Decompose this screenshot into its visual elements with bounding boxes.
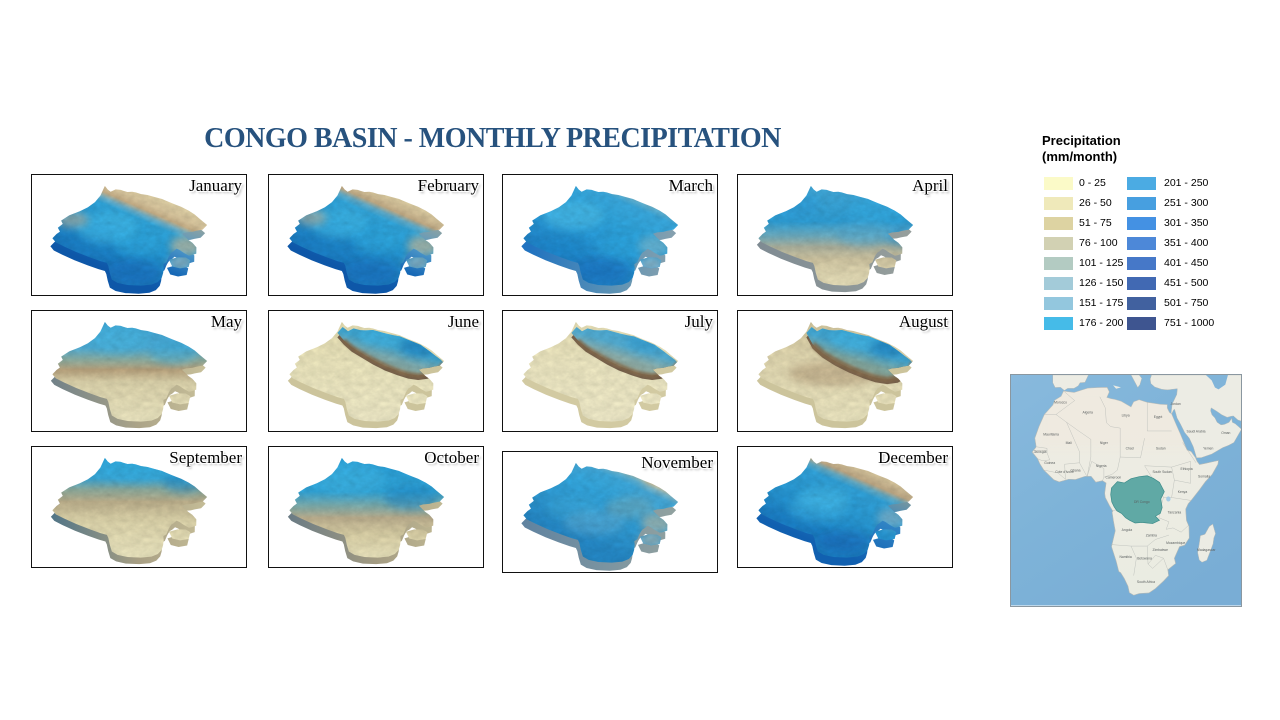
svg-text:Nigeria: Nigeria bbox=[1095, 464, 1106, 468]
svg-text:Botswana: Botswana bbox=[1137, 557, 1152, 561]
svg-text:Senegal: Senegal bbox=[1034, 450, 1047, 454]
svg-text:Zambia: Zambia bbox=[1145, 533, 1156, 537]
svg-text:Guinea: Guinea bbox=[1044, 461, 1055, 465]
svg-text:Egypt: Egypt bbox=[1153, 415, 1162, 419]
svg-text:Mali: Mali bbox=[1065, 441, 1071, 445]
svg-text:Morocco: Morocco bbox=[1054, 401, 1067, 405]
svg-text:Libya: Libya bbox=[1121, 413, 1129, 417]
svg-text:Jordan: Jordan bbox=[1170, 402, 1180, 406]
svg-text:South Africa: South Africa bbox=[1136, 580, 1154, 584]
svg-text:Angola: Angola bbox=[1121, 528, 1132, 532]
svg-text:Algeria: Algeria bbox=[1082, 411, 1093, 415]
svg-text:Mozambique: Mozambique bbox=[1166, 541, 1185, 545]
svg-text:Chad: Chad bbox=[1125, 447, 1133, 451]
svg-text:DR Congo: DR Congo bbox=[1133, 500, 1149, 504]
svg-text:Tanzania: Tanzania bbox=[1167, 510, 1181, 514]
svg-text:Cote d'Ivoire: Cote d'Ivoire bbox=[1055, 470, 1074, 474]
svg-text:Kenya: Kenya bbox=[1177, 490, 1187, 494]
svg-text:Ethiopia: Ethiopia bbox=[1180, 467, 1192, 471]
svg-text:Yemen: Yemen bbox=[1203, 447, 1213, 451]
svg-text:Sudan: Sudan bbox=[1155, 447, 1165, 451]
svg-text:Madagascar: Madagascar bbox=[1197, 548, 1216, 552]
svg-text:Saudi Arabia: Saudi Arabia bbox=[1186, 429, 1205, 433]
svg-text:Mauritania: Mauritania bbox=[1043, 432, 1059, 436]
svg-text:Niger: Niger bbox=[1099, 441, 1108, 445]
svg-text:Somalia: Somalia bbox=[1198, 474, 1210, 478]
svg-text:Cameroon: Cameroon bbox=[1105, 476, 1121, 480]
svg-text:Zimbabwe: Zimbabwe bbox=[1152, 548, 1168, 552]
svg-text:Oman: Oman bbox=[1221, 431, 1230, 435]
svg-text:Namibia: Namibia bbox=[1119, 555, 1131, 559]
svg-text:South Sudan: South Sudan bbox=[1152, 470, 1171, 474]
svg-text:Ghana: Ghana bbox=[1070, 468, 1080, 472]
